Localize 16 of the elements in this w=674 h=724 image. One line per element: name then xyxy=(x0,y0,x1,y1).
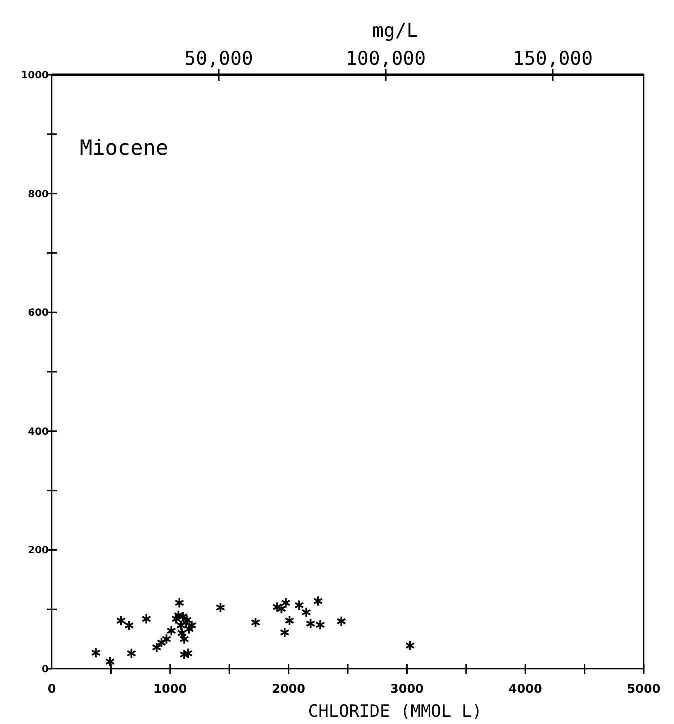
x-tick-label: 1000 xyxy=(154,682,188,696)
y-tick-label: 1000 xyxy=(21,70,50,82)
x2-tick-label: 100,000 xyxy=(346,48,426,70)
x-tick-label: 5000 xyxy=(627,682,661,696)
x-tick-label: 4000 xyxy=(508,682,542,696)
x2-tick-label: 150,000 xyxy=(512,48,594,70)
x-axis-title: CHLORIDE (MMOL L) xyxy=(308,702,482,722)
y-tick-label: 800 xyxy=(28,189,50,200)
y-tick-label: 200 xyxy=(28,546,50,557)
annotation: Miocene xyxy=(80,136,169,160)
x-tick-label: 2000 xyxy=(272,682,306,696)
y-tick-label: 400 xyxy=(28,426,50,438)
x2-tick-label: 50,000 xyxy=(184,48,254,70)
x2-axis-title: mg/L xyxy=(372,20,418,42)
y-tick-label: 600 xyxy=(28,308,50,320)
x-tick-label: 3000 xyxy=(390,682,424,696)
